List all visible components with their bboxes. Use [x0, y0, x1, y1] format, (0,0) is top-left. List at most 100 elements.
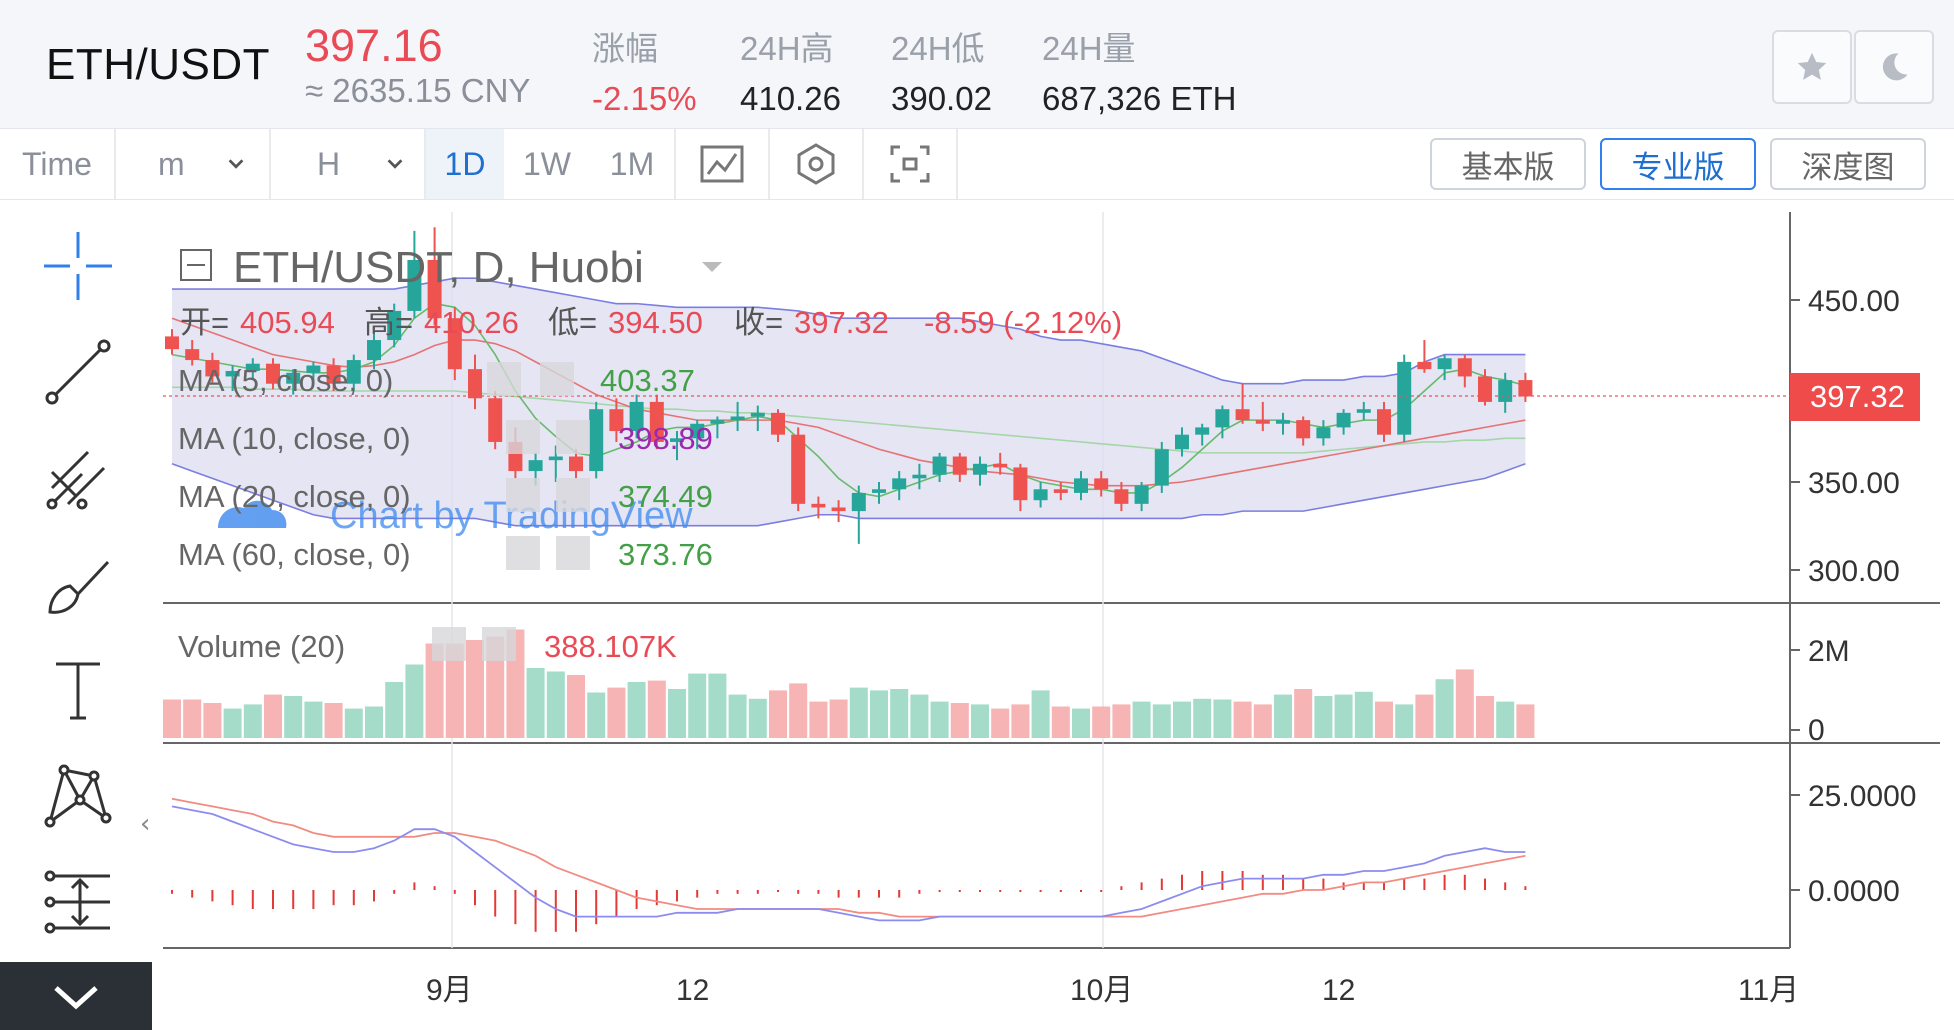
volume-bar	[223, 708, 242, 738]
time-tick: 12	[676, 974, 709, 1007]
candle-body	[286, 372, 301, 384]
candle-body	[1336, 412, 1351, 428]
candle-body	[1175, 434, 1189, 450]
volume-bar	[769, 690, 787, 738]
volume-bar	[1496, 701, 1515, 738]
volume-bar	[284, 696, 303, 738]
crosshair-tool[interactable]	[40, 228, 116, 304]
view-basic-button[interactable]: 基本版	[1430, 138, 1586, 190]
candle-body	[851, 492, 866, 512]
volume-bar	[324, 703, 343, 738]
view-depth-button[interactable]: 深度图	[1770, 138, 1926, 190]
candle-body	[407, 259, 422, 311]
gear-icon[interactable]	[506, 478, 540, 512]
volume-bar	[1294, 689, 1313, 738]
candle-body	[912, 474, 927, 479]
ohlc-high: 410.26	[424, 305, 519, 340]
ohlc-low-label: 低=	[548, 305, 597, 340]
candle-body	[1397, 361, 1412, 435]
panel-borders	[163, 212, 1940, 949]
volume-bar	[1375, 701, 1393, 738]
trend-line-tool[interactable]	[40, 334, 116, 410]
time-axis: 9月 12 10月 12 11月	[426, 974, 1799, 1007]
indicator-name: MA (10, close, 0)	[178, 421, 411, 456]
close-icon[interactable]	[540, 362, 574, 396]
view-pro-button[interactable]: 专业版	[1600, 138, 1756, 190]
chart-settings-button[interactable]	[770, 129, 864, 199]
candle-body	[811, 503, 826, 508]
interval-1m[interactable]: 1M	[590, 129, 676, 199]
stat-volume: 24H量 687,326 ETH	[1042, 22, 1236, 118]
time-tick: 11月	[1738, 974, 1799, 1007]
screenshot-icon	[890, 145, 930, 183]
volume-bar	[1354, 691, 1373, 738]
volume-bar	[183, 699, 202, 738]
volume-bar	[1152, 704, 1171, 738]
volume-bar	[668, 689, 686, 738]
measure-tool[interactable]	[40, 864, 116, 940]
interval-1w[interactable]: 1W	[523, 145, 571, 182]
volume-bar	[1395, 704, 1414, 738]
collapse-toolbar-button[interactable]	[0, 962, 152, 1030]
close-icon[interactable]	[556, 478, 590, 512]
candle-body	[1437, 358, 1452, 370]
volume-bar	[728, 694, 747, 738]
candle-body	[973, 463, 987, 475]
favorite-button[interactable]	[1772, 30, 1852, 104]
ohlc-open-label: 开=	[180, 305, 229, 340]
theme-toggle-button[interactable]	[1854, 30, 1934, 104]
gear-icon[interactable]	[432, 627, 466, 661]
candle-body	[690, 423, 705, 439]
interval-1d[interactable]: 1D	[426, 129, 504, 199]
pitchfork-tool[interactable]	[40, 440, 116, 516]
candle-body	[710, 420, 725, 424]
indicator-button[interactable]	[676, 129, 770, 199]
volume-bar	[1011, 704, 1030, 738]
ohlc-open: 405.94	[240, 305, 335, 340]
candle-body	[1215, 409, 1230, 428]
candle-body	[1377, 409, 1391, 435]
chart-toolbar: Time m H 1D 1W 1M 基本版 专业版 深度图	[0, 129, 1954, 200]
volume-bar	[1193, 698, 1212, 738]
candle-body	[1235, 409, 1250, 421]
close-icon[interactable]	[556, 420, 590, 454]
stat-label: 24H低	[891, 30, 985, 67]
gear-icon[interactable]	[506, 420, 540, 454]
legend-title: ETH/USDT, D, Huobi	[233, 243, 644, 292]
screenshot-button[interactable]	[864, 129, 958, 199]
stat-label: 涨幅	[592, 30, 658, 67]
gear-icon[interactable]	[487, 362, 521, 396]
hour-select-value: H	[317, 145, 341, 182]
candle-body	[1356, 409, 1371, 413]
brush-tool[interactable]	[40, 546, 116, 622]
close-icon[interactable]	[482, 627, 516, 661]
text-tool[interactable]	[40, 652, 116, 728]
close-icon[interactable]	[556, 536, 590, 570]
hour-select[interactable]: H	[271, 129, 426, 199]
volume-bar	[870, 690, 888, 738]
volume-bar	[486, 636, 505, 738]
indicator-name: MA (5, close, 0)	[178, 363, 393, 398]
volume-bar	[1476, 696, 1494, 738]
price-tick: 350.00	[1808, 467, 1900, 500]
candle-body	[1134, 485, 1149, 504]
stat-value: 390.02	[891, 80, 992, 117]
bollinger-lower-line	[171, 463, 1526, 527]
candle-body	[306, 365, 321, 373]
candle-body	[1154, 449, 1169, 486]
candle-body	[750, 412, 765, 417]
measure-icon	[44, 870, 110, 934]
indicator-name: MA (60, close, 0)	[178, 537, 411, 572]
candle-body	[367, 340, 381, 361]
volume-bar	[243, 704, 262, 738]
minute-select-value: m	[158, 145, 185, 182]
stat-change: 涨幅 -2.15%	[592, 22, 697, 118]
ticker-header: ETH/USDT 397.16 ≈ 2635.15 CNY 涨幅 -2.15% …	[0, 0, 1954, 129]
minute-select[interactable]: m	[116, 129, 271, 199]
volume-bar	[445, 643, 464, 738]
last-price: 397.16	[305, 20, 443, 71]
pattern-tool[interactable]	[40, 758, 116, 834]
gear-icon[interactable]	[506, 536, 540, 570]
volume-bar	[1132, 701, 1151, 738]
volume-bar	[1072, 708, 1090, 738]
